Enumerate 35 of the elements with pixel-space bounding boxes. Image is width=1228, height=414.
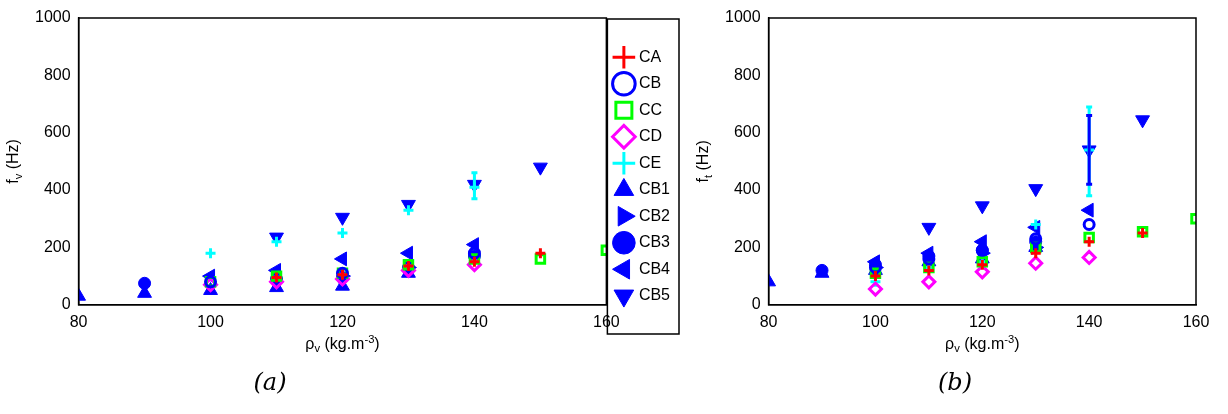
- y-axis-title: fv (Hz): [4, 139, 24, 184]
- y-tick-label: 400: [733, 180, 761, 198]
- y-tick-label: 0: [61, 295, 71, 313]
- legend-label: CB2: [638, 206, 671, 224]
- legend-label: CD: [638, 127, 662, 145]
- y-tick-label: 800: [733, 65, 761, 83]
- y-axis-title: ft (Hz): [694, 140, 714, 183]
- legend-label: CE: [638, 153, 662, 171]
- y-tick-label: 1000: [725, 8, 761, 26]
- x-tick-label: 80: [759, 312, 778, 330]
- legend-label: CB3: [638, 233, 671, 251]
- x-tick-label: 140: [1075, 312, 1103, 330]
- legend-label: CB5: [638, 286, 671, 304]
- text: (a): [252, 368, 288, 396]
- x-tick-label: 120: [968, 312, 996, 330]
- y-tick-label: 200: [43, 237, 71, 255]
- legend-label: CB: [638, 74, 662, 92]
- legend-label: CB1: [638, 180, 671, 198]
- y-tick-label: 200: [733, 237, 761, 255]
- legend-label: CA: [638, 47, 662, 65]
- y-tick-label: 400: [43, 180, 71, 198]
- x-tick-label: 120: [329, 312, 356, 330]
- x-tick-label: 160: [1182, 312, 1210, 330]
- legend-label: CB4: [638, 259, 671, 277]
- y-tick-label: 1000: [35, 8, 71, 26]
- y-tick-label: 600: [733, 123, 761, 141]
- x-tick-label: 100: [197, 312, 224, 330]
- x-tick-label: 100: [862, 312, 889, 330]
- x-tick-label: 140: [461, 312, 488, 330]
- text: (b): [936, 368, 974, 396]
- y-tick-label: 600: [43, 123, 71, 141]
- y-tick-label: 800: [43, 65, 71, 83]
- x-tick-label: 80: [69, 312, 88, 330]
- y-tick-label: 0: [751, 295, 761, 313]
- legend-label: CC: [638, 100, 662, 118]
